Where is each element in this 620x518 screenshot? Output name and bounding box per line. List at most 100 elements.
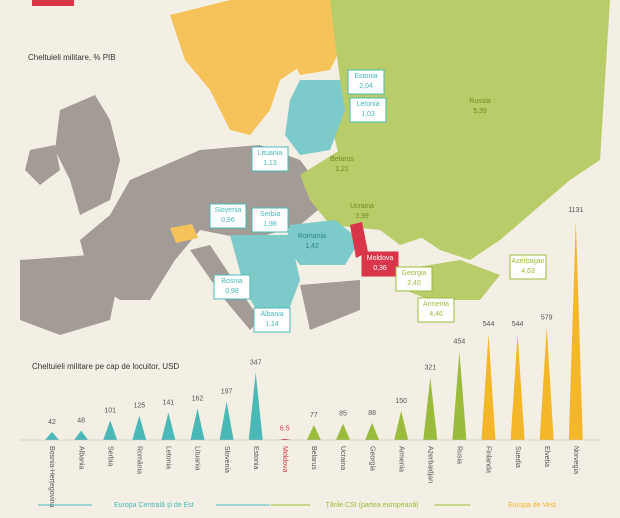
region-name: Bosnia	[221, 278, 243, 285]
label-box	[509, 254, 547, 280]
region-name: Ucraina	[350, 203, 374, 210]
category-label: Bosnia-Herțegovina	[48, 446, 55, 508]
value-label: 321	[424, 365, 436, 372]
logo-bar	[32, 0, 74, 6]
category-label: Ucraina	[339, 446, 346, 470]
category-label: România	[135, 446, 142, 474]
label-box	[417, 297, 455, 323]
label-box	[347, 69, 385, 95]
value-label: 6.5	[280, 426, 290, 433]
land-greece-turkey	[300, 280, 360, 330]
region-name: Azerbaijan	[511, 258, 544, 265]
label-box	[209, 203, 247, 229]
region-name: Lituania	[258, 150, 283, 157]
triangle	[336, 423, 350, 440]
triangle	[103, 420, 118, 440]
value-label: 197	[221, 389, 233, 396]
group-label: Țările CSI (partea europeană)	[326, 502, 419, 509]
triangle	[190, 408, 205, 440]
category-label: Lituania	[194, 446, 201, 471]
chart-title: Cheltuieli militare pe cap de locuitor, …	[32, 362, 179, 371]
region-name: Letonia	[357, 101, 380, 108]
value-label: 141	[163, 400, 175, 407]
region-value: 4,46	[429, 311, 443, 318]
region-name: Serbia	[260, 211, 280, 218]
land-switzerland	[170, 224, 198, 243]
land-finland	[250, 0, 345, 75]
label-box	[251, 207, 289, 233]
region-value: 1,98	[263, 221, 277, 228]
region-value: 1,42	[305, 243, 319, 250]
map-shapes	[20, 0, 610, 335]
value-label: 48	[77, 418, 85, 425]
value-label: 579	[541, 314, 553, 321]
label-box	[213, 274, 251, 300]
region-name: Moldova	[367, 255, 394, 262]
value-label: 101	[104, 407, 116, 414]
category-label: Norvegia	[572, 446, 579, 474]
triangle	[365, 422, 380, 440]
category-label: Elveția	[543, 446, 550, 467]
region-value: 0,36	[373, 265, 387, 272]
group-label: Europa de Vest	[508, 502, 556, 509]
region-name: Russia	[469, 98, 491, 105]
region-name: Slovenia	[215, 207, 242, 214]
triangle	[248, 372, 263, 440]
region-value: 1,14	[265, 321, 279, 328]
label-box	[349, 97, 387, 123]
land-uk	[55, 95, 120, 215]
triangle	[277, 438, 292, 440]
region-value: 1,21	[335, 166, 349, 173]
triangle	[539, 327, 554, 440]
region-name: Estonia	[354, 73, 377, 80]
region-value: 1,13	[263, 160, 277, 167]
group-label-bg	[310, 499, 435, 511]
value-label: 544	[483, 321, 495, 328]
category-label: Estonia	[252, 446, 259, 469]
category-label: Slovenia	[223, 446, 230, 473]
value-label: 85	[339, 410, 347, 417]
region-value: 4,63	[521, 268, 535, 275]
land-moldova	[350, 222, 368, 258]
land-central	[80, 145, 330, 300]
value-label: 77	[310, 412, 318, 419]
region-value: 0,98	[225, 288, 239, 295]
triangle	[394, 410, 409, 440]
group-label-bg	[91, 499, 216, 511]
category-label: Finlanda	[485, 446, 492, 473]
category-label: Azerbaidjan	[426, 446, 433, 483]
category-label: Suedia	[514, 446, 521, 468]
group-label: Europa Centrală și de Est	[114, 502, 194, 509]
region-name: Belarus	[330, 156, 354, 163]
region-value: 3,99	[355, 213, 369, 220]
triangle	[510, 334, 525, 440]
value-label: 544	[512, 321, 524, 328]
category-label: Letonia	[165, 446, 172, 469]
land-ireland	[25, 145, 60, 185]
label-box	[361, 251, 399, 277]
category-label: Moldova	[281, 446, 288, 473]
region-value: 0,96	[221, 217, 235, 224]
region-name: Armenia	[423, 301, 449, 308]
value-label: 88	[368, 410, 376, 417]
land-balkans	[230, 235, 300, 325]
triangle	[306, 425, 321, 440]
category-label: Albania	[77, 446, 84, 469]
region-name: Albania	[260, 311, 283, 318]
triangle	[452, 351, 467, 440]
category-label: Armenia	[397, 446, 404, 472]
category-label: Rusia	[456, 446, 463, 464]
land-romania	[285, 220, 360, 265]
category-label: Georgia	[368, 446, 375, 471]
value-label: 347	[250, 360, 262, 367]
land-iberia	[20, 255, 120, 335]
triangle	[161, 412, 176, 440]
value-label: 1131	[568, 207, 583, 214]
land-baltics	[285, 80, 345, 155]
region-value: 2,40	[407, 280, 421, 287]
category-label: Belarus	[310, 446, 317, 470]
triangle	[423, 377, 438, 440]
value-label: 150	[395, 398, 407, 405]
